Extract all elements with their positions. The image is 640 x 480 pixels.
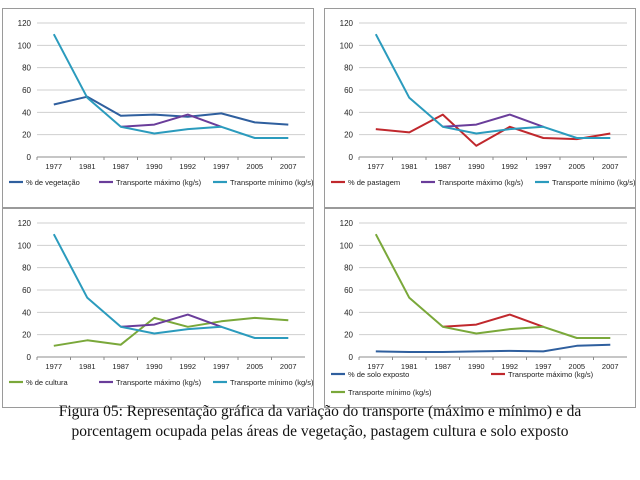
x-tick-label: 1997 xyxy=(213,162,230,171)
x-tick-label: 1990 xyxy=(468,362,485,371)
x-tick-label: 1977 xyxy=(45,162,62,171)
legend-label: % de solo exposto xyxy=(348,370,409,379)
y-tick-label: 80 xyxy=(344,64,353,73)
legend-label: Transporte máximo (kg/s) xyxy=(116,378,202,387)
y-tick-label: 60 xyxy=(344,286,353,295)
x-tick-label: 1992 xyxy=(501,162,518,171)
x-tick-label: 1997 xyxy=(535,162,552,171)
y-tick-label: 100 xyxy=(18,41,32,50)
x-tick-label: 1992 xyxy=(179,362,196,371)
x-tick-label: 2005 xyxy=(246,162,263,171)
y-tick-label: 80 xyxy=(344,264,353,273)
series-line xyxy=(120,113,222,128)
x-tick-label: 1990 xyxy=(146,362,163,371)
legend-label: Transporte mínimo (kg/s) xyxy=(230,178,314,187)
legend-label: % de pastagem xyxy=(348,178,400,187)
y-tick-label: 100 xyxy=(340,241,354,250)
caption-line-1: Figura 05: Representação gráfica da vari… xyxy=(58,403,582,420)
x-tick-label: 1977 xyxy=(45,362,62,371)
x-tick-label: 1987 xyxy=(434,362,451,371)
legend-label: Transporte mínimo (kg/s) xyxy=(348,388,432,397)
series-line xyxy=(375,343,611,353)
legend-label: Transporte mínimo (kg/s) xyxy=(230,378,314,387)
y-tick-label: 40 xyxy=(22,308,31,317)
series-line xyxy=(53,95,289,126)
x-tick-label: 1997 xyxy=(213,362,230,371)
x-tick-label: 2005 xyxy=(568,162,585,171)
x-tick-label: 1977 xyxy=(367,162,384,171)
caption-line-2: porcentagem ocupada pelas áreas de veget… xyxy=(71,423,569,440)
x-tick-label: 1977 xyxy=(367,362,384,371)
y-tick-label: 120 xyxy=(340,19,354,28)
series-line xyxy=(52,33,289,139)
x-tick-label: 1992 xyxy=(179,162,196,171)
y-tick-label: 20 xyxy=(344,331,353,340)
y-tick-label: 40 xyxy=(22,108,31,117)
series-line xyxy=(53,316,289,347)
x-tick-label: 1981 xyxy=(79,162,96,171)
series-line xyxy=(374,233,611,339)
y-tick-label: 20 xyxy=(344,131,353,140)
y-tick-label: 0 xyxy=(27,153,32,162)
y-tick-label: 80 xyxy=(22,64,31,73)
series-line xyxy=(120,313,222,328)
line-chart: 0 20 40 60 80 100 120 1977 1981 1987 1990 1992 1997 2… xyxy=(331,219,627,397)
chart-panel-cultura: 0 20 40 60 80 100 120 1977 1981 1987 1990 1992 1997 2… xyxy=(2,208,314,408)
x-tick-label: 2007 xyxy=(280,162,297,171)
x-tick-label: 1987 xyxy=(112,162,129,171)
legend-label: Transporte mínimo (kg/s) xyxy=(552,178,636,187)
y-tick-label: 0 xyxy=(27,353,32,362)
x-tick-label: 2007 xyxy=(280,362,297,371)
figure-caption: Figura 05: Representação gráfica da vari… xyxy=(0,402,640,442)
x-tick-label: 2007 xyxy=(602,162,619,171)
y-tick-label: 0 xyxy=(349,353,354,362)
series-line xyxy=(374,33,611,139)
y-tick-label: 20 xyxy=(22,131,31,140)
y-tick-label: 100 xyxy=(18,241,32,250)
y-tick-label: 100 xyxy=(340,41,354,50)
x-tick-label: 1981 xyxy=(79,362,96,371)
x-tick-label: 1987 xyxy=(112,362,129,371)
x-tick-label: 2005 xyxy=(246,362,263,371)
y-tick-label: 80 xyxy=(22,264,31,273)
y-tick-label: 0 xyxy=(349,153,354,162)
series-line xyxy=(375,113,611,147)
y-tick-label: 120 xyxy=(18,19,32,28)
x-tick-label: 1992 xyxy=(501,362,518,371)
x-tick-label: 1987 xyxy=(434,162,451,171)
series-line xyxy=(442,313,544,328)
legend-label: Transporte máximo (kg/s) xyxy=(116,178,202,187)
x-tick-label: 1990 xyxy=(146,162,163,171)
y-tick-label: 40 xyxy=(344,108,353,117)
legend-label: Transporte máximo (kg/s) xyxy=(508,370,594,379)
x-tick-label: 2005 xyxy=(568,362,585,371)
line-chart: 0 20 40 60 80 100 120 1977 1981 1987 1990 1992 1997 2… xyxy=(9,19,314,187)
x-tick-label: 1990 xyxy=(468,162,485,171)
x-tick-label: 1981 xyxy=(401,362,418,371)
chart-panel-solo-exposto: 0 20 40 60 80 100 120 1977 1981 1987 1990 1992 1997 2… xyxy=(324,208,636,408)
y-tick-label: 120 xyxy=(18,219,32,228)
y-tick-label: 60 xyxy=(344,86,353,95)
legend-label: % de cultura xyxy=(26,378,69,387)
y-tick-label: 20 xyxy=(22,331,31,340)
series-line xyxy=(52,233,289,339)
series-line xyxy=(442,113,544,128)
x-tick-label: 2007 xyxy=(602,362,619,371)
y-tick-label: 40 xyxy=(344,308,353,317)
legend-label: % de vegetação xyxy=(26,178,80,187)
chart-panel-pastagem: 0 20 40 60 80 100 120 1977 1981 1987 1990 1992 1997 2… xyxy=(324,8,636,208)
legend-label: Transporte máximo (kg/s) xyxy=(438,178,524,187)
chart-panel-vegetacao: 0 20 40 60 80 100 120 1977 1981 1987 1990 1992 1997 2… xyxy=(2,8,314,208)
line-chart: 0 20 40 60 80 100 120 1977 1981 1987 1990 1992 1997 2… xyxy=(9,219,314,387)
x-tick-label: 1997 xyxy=(535,362,552,371)
y-tick-label: 60 xyxy=(22,286,31,295)
x-tick-label: 1981 xyxy=(401,162,418,171)
y-tick-label: 60 xyxy=(22,86,31,95)
y-tick-label: 120 xyxy=(340,219,354,228)
line-chart: 0 20 40 60 80 100 120 1977 1981 1987 1990 1992 1997 2… xyxy=(331,19,636,187)
